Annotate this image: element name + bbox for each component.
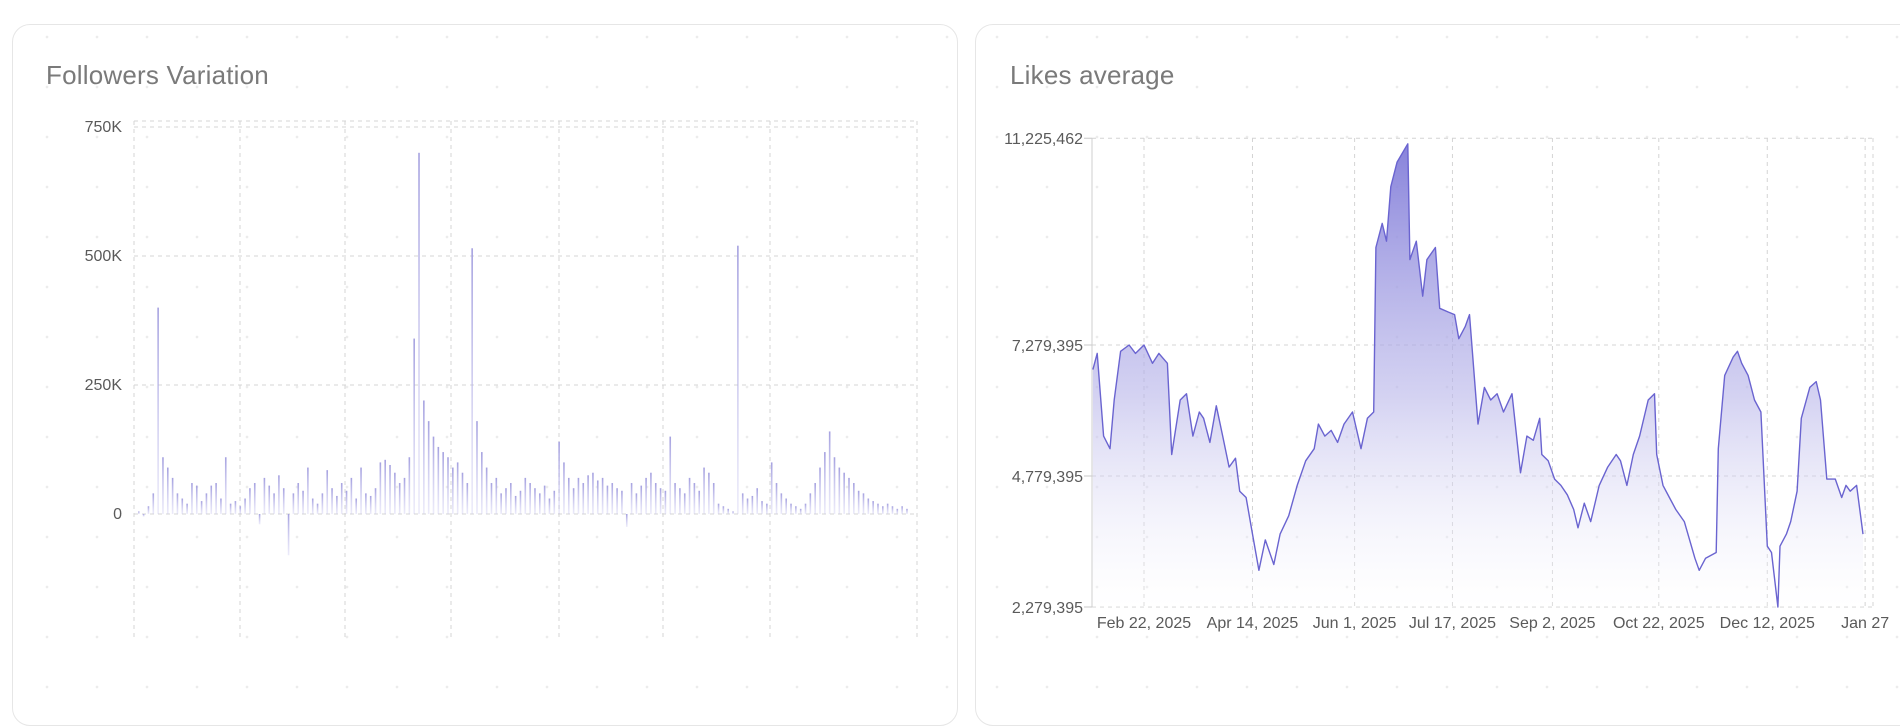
y-tick-label: 7,279,395: [1012, 338, 1083, 355]
x-tick-label: Sep 2, 2025: [1509, 615, 1595, 632]
x-tick-label: Jun 1, 2025: [1313, 615, 1397, 632]
x-tick-label: Jul 17, 2025: [1409, 615, 1496, 632]
likes-average-chart: 11,225,462 7,279,395 4,779,395 2,279,395 Feb…: [0, 0, 1900, 639]
x-tick-label: Jan 27: [1841, 615, 1889, 632]
y-tick-label: 4,779,395: [1012, 469, 1083, 486]
x-tick-label: Dec 12, 2025: [1720, 615, 1815, 632]
y-tick-label: 11,225,462: [1004, 131, 1083, 148]
x-tick-label: Apr 14, 2025: [1207, 615, 1299, 632]
x-tick-label: Feb 22, 2025: [1097, 615, 1191, 632]
x-tick-label: Oct 22, 2025: [1613, 615, 1705, 632]
y-tick-label: 2,279,395: [1012, 600, 1083, 617]
